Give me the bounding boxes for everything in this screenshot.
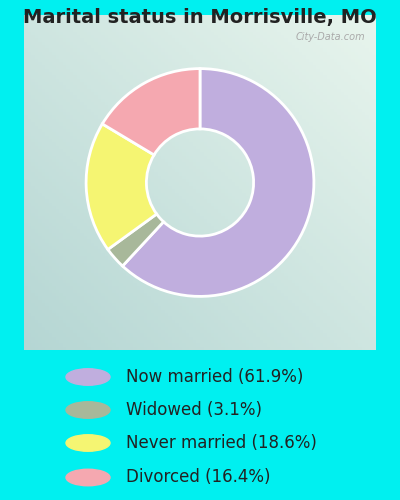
Circle shape	[66, 469, 110, 486]
Text: Never married (18.6%): Never married (18.6%)	[126, 434, 317, 452]
Wedge shape	[86, 124, 157, 250]
Wedge shape	[102, 68, 200, 155]
Text: Now married (61.9%): Now married (61.9%)	[126, 368, 303, 386]
Circle shape	[66, 402, 110, 418]
Circle shape	[66, 434, 110, 451]
Wedge shape	[108, 214, 164, 266]
Text: Divorced (16.4%): Divorced (16.4%)	[126, 468, 270, 486]
Circle shape	[66, 369, 110, 385]
Wedge shape	[122, 68, 314, 296]
Text: Marital status in Morrisville, MO: Marital status in Morrisville, MO	[23, 8, 377, 26]
Text: Widowed (3.1%): Widowed (3.1%)	[126, 401, 262, 419]
Text: City-Data.com: City-Data.com	[296, 32, 366, 42]
